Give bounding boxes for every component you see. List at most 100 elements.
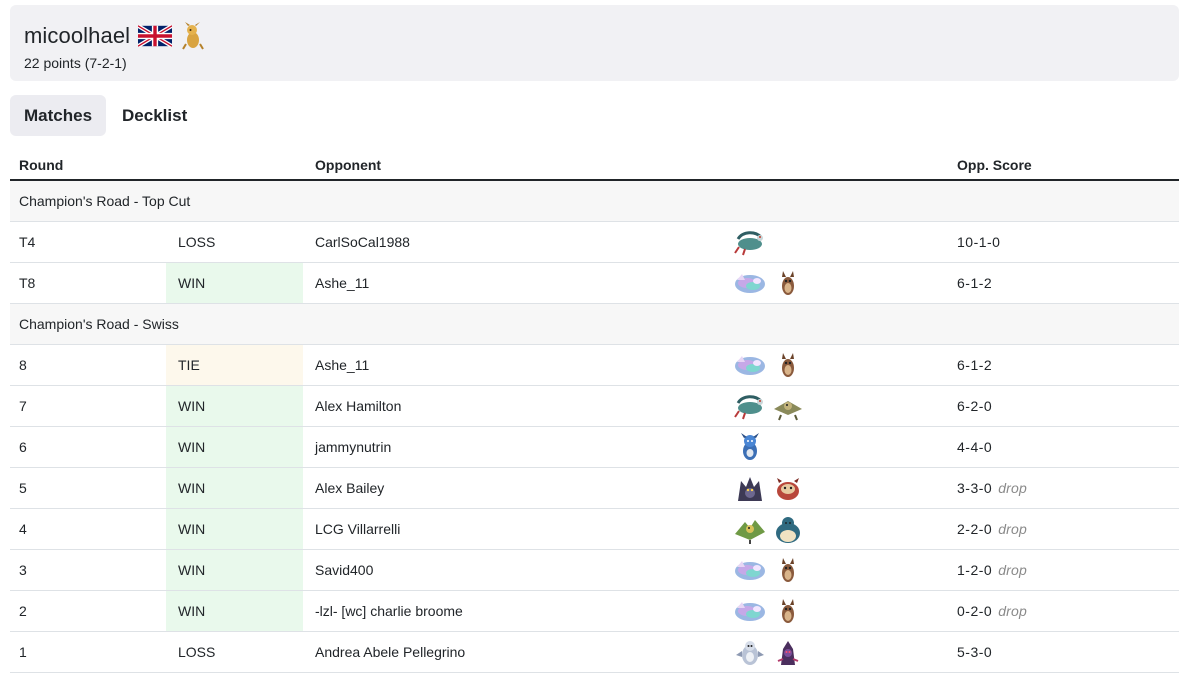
score-cell: 1-2-0 drop [957, 550, 1027, 590]
table-row[interactable]: 1 LOSS Andrea Abele Pellegrino 5-3-0 [10, 632, 1179, 673]
result-cell: LOSS [178, 234, 216, 250]
opponent-cell[interactable]: Alex Hamilton [315, 398, 402, 414]
player-name: micoolhael [24, 23, 131, 48]
table-row[interactable]: 4 WIN LCG Villarrelli 2-2-0 drop [10, 509, 1179, 550]
table-row[interactable]: T4 LOSS CarlSoCal1988 10-1-0 [10, 222, 1179, 263]
result-cell: WIN [166, 427, 303, 467]
group-label: Champion's Road - Top Cut [19, 193, 191, 209]
score-cell: 3-3-0 drop [957, 468, 1027, 508]
brown-owl-icon [782, 599, 794, 623]
opponent-cell[interactable]: CarlSoCal1988 [315, 234, 410, 250]
deck-icons[interactable] [733, 427, 767, 467]
green-bird-icon [735, 520, 765, 544]
deck-icons[interactable] [733, 632, 805, 672]
deck-icons[interactable] [733, 386, 805, 426]
blue-creature-icon [741, 433, 759, 460]
tab-bar: Matches Decklist [10, 95, 201, 136]
crystal-dragon-icon [735, 602, 765, 621]
score-cell: 5-3-0 [957, 632, 992, 672]
opponent-cell[interactable]: Savid400 [315, 562, 374, 578]
table-row[interactable]: T8 WIN Ashe_11 6-1-2 [10, 263, 1179, 304]
round-cell: 2 [19, 603, 27, 619]
opponent-cell[interactable]: LCG Villarrelli [315, 521, 401, 537]
deck-icons[interactable] [733, 591, 805, 631]
deck-icons[interactable] [733, 550, 805, 590]
purple-creature-icon [777, 641, 799, 665]
drop-label: drop [998, 521, 1028, 537]
tab-decklist[interactable]: Decklist [122, 105, 188, 125]
opp-score: 3-3-0 [957, 480, 993, 496]
result-cell: LOSS [178, 644, 216, 660]
score-cell: 0-2-0 drop [957, 591, 1027, 631]
opp-score: 6-1-2 [957, 275, 993, 291]
opponent-cell[interactable]: -lzl- [wc] charlie broome [315, 603, 463, 619]
opponent-cell[interactable]: Alex Bailey [315, 480, 385, 496]
deck-icons[interactable] [733, 263, 805, 303]
round-cell: T4 [19, 234, 36, 250]
snorlax-icon [776, 517, 800, 543]
score-cell: 10-1-0 [957, 222, 1000, 262]
player-header: micoolhael 22 points (7-2-1) [10, 5, 1179, 81]
round-cell: T8 [19, 275, 36, 291]
brown-owl-icon [782, 353, 794, 377]
round-cell: 7 [19, 398, 27, 414]
result-cell: WIN [166, 550, 303, 590]
table-row[interactable]: 7 WIN Alex Hamilton 6-2-0 [10, 386, 1179, 427]
table-row[interactable]: 6 WIN jammynutrin 4-4-0 [10, 427, 1179, 468]
opp-score: 6-2-0 [957, 398, 993, 414]
round-cell: 4 [19, 521, 27, 537]
opp-score: 1-2-0 [957, 562, 993, 578]
drop-label: drop [998, 562, 1028, 578]
opponent-cell[interactable]: Ashe_11 [315, 275, 370, 291]
group-label: Champion's Road - Swiss [19, 316, 179, 332]
dark-beast-icon [738, 477, 762, 501]
opp-score: 4-4-0 [957, 439, 993, 455]
crystal-dragon-icon [735, 356, 765, 375]
header-score: Opp. Score [957, 157, 1032, 173]
table-row[interactable]: 2 WIN -lzl- [wc] charlie broome 0-2-0 drop [10, 591, 1179, 632]
score-cell: 2-2-0 drop [957, 509, 1027, 549]
uk-flag-icon [138, 25, 173, 47]
opponent-cell[interactable]: Ashe_11 [315, 357, 370, 373]
table-row[interactable]: 8 TIE Ashe_11 6-1-2 [10, 345, 1179, 386]
tab-matches[interactable]: Matches [10, 95, 107, 136]
pokemon-sprite-icon [182, 22, 205, 50]
red-creature-icon [777, 478, 799, 500]
table-row[interactable]: 3 WIN Savid400 1-2-0 drop [10, 550, 1179, 591]
opp-score: 0-2-0 [957, 603, 993, 619]
opp-score: 2-2-0 [957, 521, 993, 537]
result-cell: TIE [166, 345, 303, 385]
deck-icons[interactable] [733, 222, 767, 262]
player-points: 22 points (7-2-1) [24, 55, 127, 71]
deck-icons[interactable] [733, 468, 805, 508]
score-cell: 6-1-2 [957, 263, 992, 303]
matches-table: Round Opponent Opp. Score Champion's Roa… [10, 145, 1179, 673]
opponent-cell[interactable]: jammynutrin [315, 439, 392, 455]
header-round: Round [19, 157, 64, 173]
group-header-row: Champion's Road - Top Cut [10, 181, 1179, 222]
deck-icons[interactable] [733, 345, 805, 385]
result-cell: WIN [166, 263, 303, 303]
round-cell: 1 [19, 644, 27, 660]
deck-icons[interactable] [733, 509, 805, 549]
group-header-row: Champion's Road - Swiss [10, 304, 1179, 345]
table-header: Round Opponent Opp. Score [10, 145, 1179, 181]
result-cell: WIN [166, 468, 303, 508]
crystal-dragon-icon [735, 561, 765, 580]
round-cell: 6 [19, 439, 27, 455]
score-cell: 6-2-0 [957, 386, 992, 426]
header-opponent: Opponent [315, 157, 382, 173]
table-row[interactable]: 5 WIN Alex Bailey 3-3-0 drop [10, 468, 1179, 509]
dragon-serpent-icon [734, 231, 763, 256]
table-body: Champion's Road - Top Cut T4 LOSS CarlSoCal… [10, 181, 1179, 673]
pale-bird-icon [736, 641, 764, 665]
crystal-dragon-icon [735, 274, 765, 293]
score-cell: 6-1-2 [957, 345, 992, 385]
player-line: micoolhael [24, 21, 205, 51]
rock-bird-icon [774, 401, 802, 421]
drop-label: drop [998, 480, 1028, 496]
opponent-cell[interactable]: Andrea Abele Pellegrino [315, 644, 466, 660]
drop-label: drop [998, 603, 1028, 619]
result-cell: WIN [166, 509, 303, 549]
score-cell: 4-4-0 [957, 427, 992, 467]
